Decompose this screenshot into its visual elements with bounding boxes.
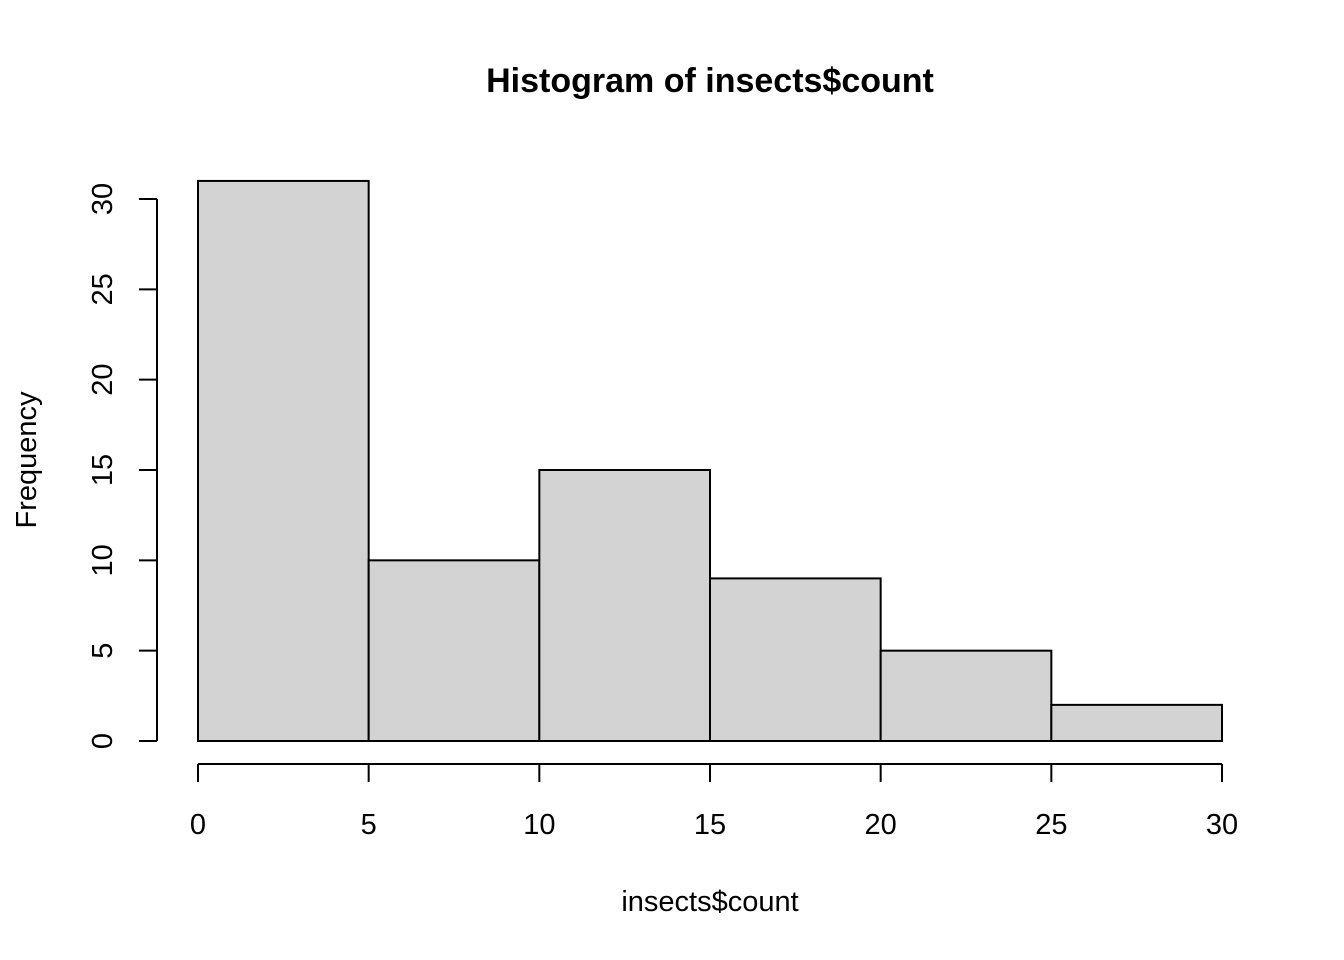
x-tick-label: 0	[190, 809, 206, 841]
x-axis: 0 5 10 15 20 25 30	[190, 763, 1238, 841]
histogram-bar-10-15	[538, 469, 711, 742]
y-tick-label: 0	[87, 733, 119, 749]
histogram-bar-5-10	[367, 559, 541, 742]
y-tick-label: 15	[87, 454, 119, 486]
y-tick-label: 20	[87, 364, 119, 396]
x-tick-label: 10	[523, 809, 555, 841]
histogram-bar-25-30	[1050, 703, 1224, 742]
bars-group	[197, 179, 1224, 743]
y-axis-label: Frequency	[11, 391, 43, 529]
y-axis: 0 5 10 15 20 25 30	[87, 183, 158, 749]
y-tick-label: 5	[87, 643, 119, 659]
chart-title: Histogram of insects$count	[486, 62, 934, 100]
histogram-bar-15-20	[709, 577, 882, 743]
y-tick-label: 25	[87, 273, 119, 305]
x-tick-label: 30	[1206, 809, 1238, 841]
histogram-bar-0-5	[197, 179, 370, 742]
x-tick-label: 5	[361, 809, 377, 841]
x-tick-label: 15	[694, 809, 726, 841]
x-tick-label: 25	[1035, 809, 1067, 841]
y-tick-label: 30	[87, 183, 119, 215]
histogram-bar-20-25	[879, 649, 1053, 743]
y-tick-label: 10	[87, 544, 119, 576]
x-tick-label: 20	[865, 809, 897, 841]
x-axis-label: insects$count	[621, 886, 798, 918]
